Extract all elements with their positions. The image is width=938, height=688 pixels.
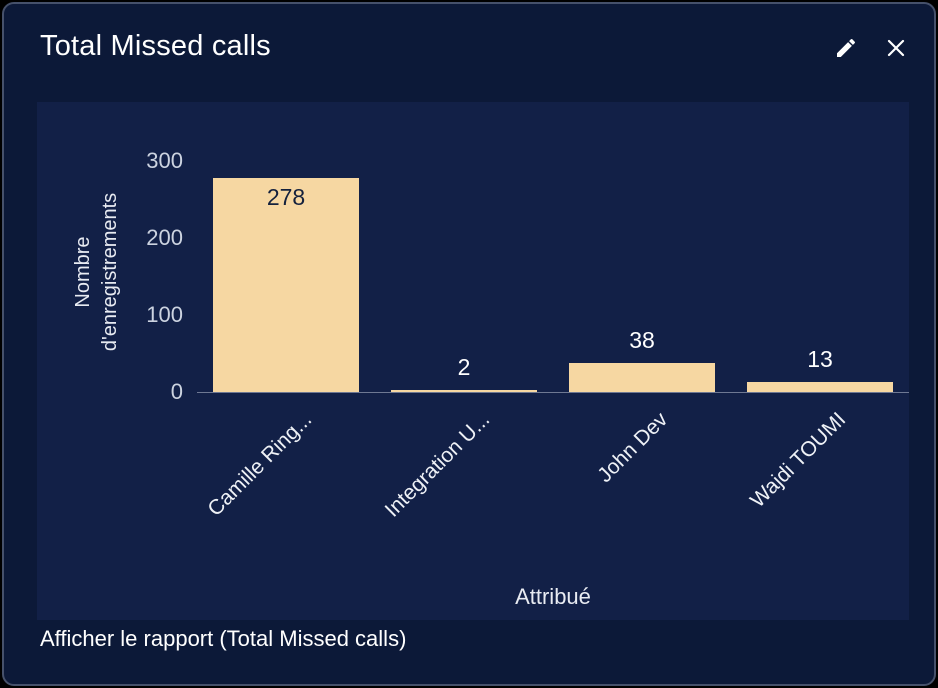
bar-value-label: 38 xyxy=(629,327,655,353)
bar-value-label: 2 xyxy=(457,354,471,380)
y-axis-tick-label: 100 xyxy=(146,302,183,327)
y-axis-tick-label: 300 xyxy=(146,148,183,173)
widget-title: Total Missed calls xyxy=(40,30,271,62)
bar-chart: Nombre d'enregistrements Attribué 0 100 20… xyxy=(37,102,909,620)
y-axis-tick-label: 0 xyxy=(170,379,183,404)
y-axis-title: Nombre d'enregistrements xyxy=(72,192,121,352)
close-button[interactable] xyxy=(880,34,912,66)
x-axis-title: Attribué xyxy=(515,584,591,609)
close-icon xyxy=(885,37,907,64)
bar[interactable] xyxy=(747,382,893,392)
x-category-label: Wajdi TOUMI xyxy=(745,408,851,513)
x-category-label: Integration U... xyxy=(380,408,495,522)
x-category-label: John Dev xyxy=(593,408,673,487)
pencil-icon xyxy=(834,36,858,65)
bar[interactable] xyxy=(569,363,715,392)
x-axis-line xyxy=(197,392,909,393)
x-category-label: Camille Ring... xyxy=(203,408,317,521)
y-axis-tick-label: 200 xyxy=(146,225,183,250)
bar-value-label: 278 xyxy=(266,184,306,210)
report-link[interactable]: Afficher le rapport (Total Missed calls) xyxy=(40,626,407,651)
bar[interactable] xyxy=(391,390,537,392)
bar-value-label: 13 xyxy=(807,346,833,372)
bar[interactable] xyxy=(213,178,359,392)
edit-button[interactable] xyxy=(830,34,862,66)
